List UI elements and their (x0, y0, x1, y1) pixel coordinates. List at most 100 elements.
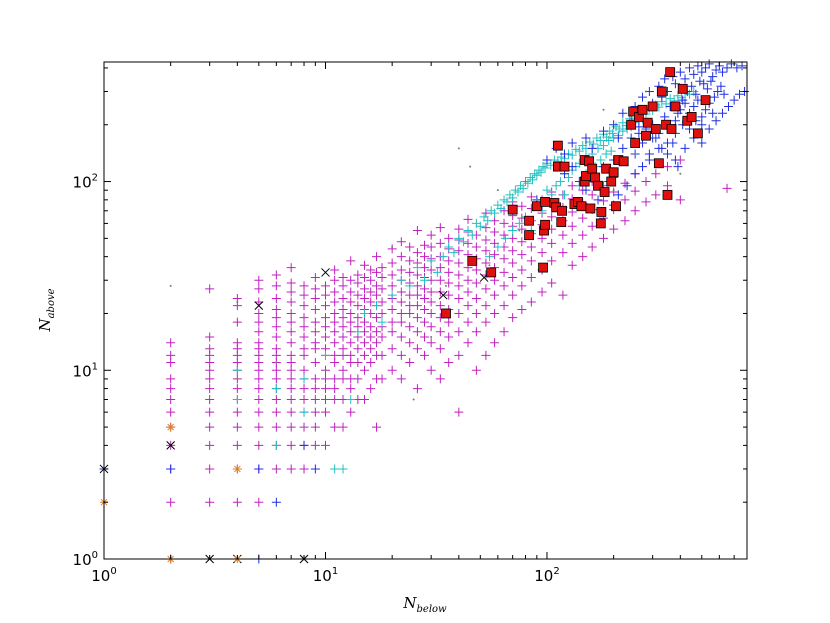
data-point (405, 338, 415, 348)
data-point (310, 384, 320, 394)
data-point (426, 308, 436, 318)
data-point (310, 440, 320, 450)
data-point (499, 327, 509, 337)
data-point (232, 497, 242, 507)
data-point (630, 206, 640, 216)
y-tick-label-base: 10 (73, 551, 92, 569)
data-point (426, 322, 436, 332)
data-point (338, 344, 348, 354)
data-point (695, 76, 705, 86)
data-point (717, 67, 727, 77)
data-point (567, 260, 577, 270)
data-point (412, 301, 422, 311)
data-point (618, 126, 628, 136)
x-tick-label-base: 10 (91, 567, 110, 585)
data-point (638, 92, 648, 102)
data-point (359, 317, 369, 327)
data-point (338, 273, 348, 283)
x-tick-label-exponent: 0 (110, 566, 116, 577)
data-point (346, 308, 356, 318)
data-point (405, 256, 415, 266)
data-point (166, 374, 176, 384)
data-point (650, 124, 661, 134)
data-point (558, 230, 568, 240)
data-point (320, 407, 330, 417)
data-point (508, 273, 518, 283)
data-point (346, 395, 356, 405)
data-point (706, 76, 716, 86)
data-point (537, 287, 547, 297)
data-point (560, 190, 570, 200)
data-point (232, 395, 242, 405)
data-point (525, 173, 535, 183)
data-point (508, 290, 518, 300)
data-point (359, 365, 369, 375)
data-point (377, 263, 387, 273)
data-point (232, 407, 242, 417)
data-point (166, 407, 176, 417)
data-point (662, 181, 672, 191)
data-point (547, 212, 557, 222)
data-point (286, 278, 296, 288)
data-point (254, 384, 264, 394)
data-point (471, 278, 481, 288)
data-point (717, 108, 727, 118)
data-point (324, 369, 327, 372)
data-point (435, 344, 445, 354)
data-point (271, 313, 281, 323)
data-point (691, 89, 701, 99)
data-point (346, 275, 356, 285)
data-point (670, 155, 680, 165)
data-point (665, 94, 675, 104)
data-point (611, 201, 621, 212)
data-point (387, 270, 397, 280)
data-point (320, 395, 330, 405)
data-point (353, 357, 363, 367)
data-point (366, 357, 376, 367)
x-axis-title: Nbelow (402, 594, 447, 615)
data-point (517, 304, 527, 314)
data-point (426, 256, 436, 266)
data-point (372, 327, 382, 337)
data-point (338, 374, 348, 384)
data-point (687, 81, 697, 91)
data-point (254, 464, 264, 474)
data-point (567, 150, 577, 160)
data-point (542, 155, 552, 165)
data-point (396, 275, 406, 285)
data-point (578, 213, 588, 223)
data-point (412, 313, 422, 323)
data-point (299, 365, 309, 375)
data-point (330, 287, 340, 297)
y-axis-title: Nabove (36, 288, 57, 332)
data-point (701, 63, 711, 73)
data-point (547, 238, 557, 248)
data-point (518, 183, 528, 193)
data-point (426, 297, 436, 307)
data-point (377, 374, 387, 384)
data-point (435, 301, 445, 311)
data-point (517, 281, 527, 291)
data-point (426, 230, 436, 240)
data-point (527, 175, 537, 185)
x-axis-title-base: N (402, 594, 417, 612)
data-point (359, 294, 369, 304)
data-point (559, 161, 570, 172)
data-point (467, 230, 477, 240)
data-point (271, 270, 281, 280)
data-point (320, 440, 330, 450)
data-point (444, 256, 454, 266)
data-point (310, 374, 320, 384)
data-point (286, 287, 296, 297)
data-point (396, 287, 406, 297)
data-point (412, 226, 422, 236)
data-point (420, 240, 430, 250)
data-point (271, 374, 281, 384)
data-point (396, 350, 406, 360)
data-point (166, 464, 176, 474)
data-point (310, 317, 320, 327)
data-point (236, 301, 239, 304)
data-point (567, 238, 577, 248)
data-point (271, 395, 281, 405)
